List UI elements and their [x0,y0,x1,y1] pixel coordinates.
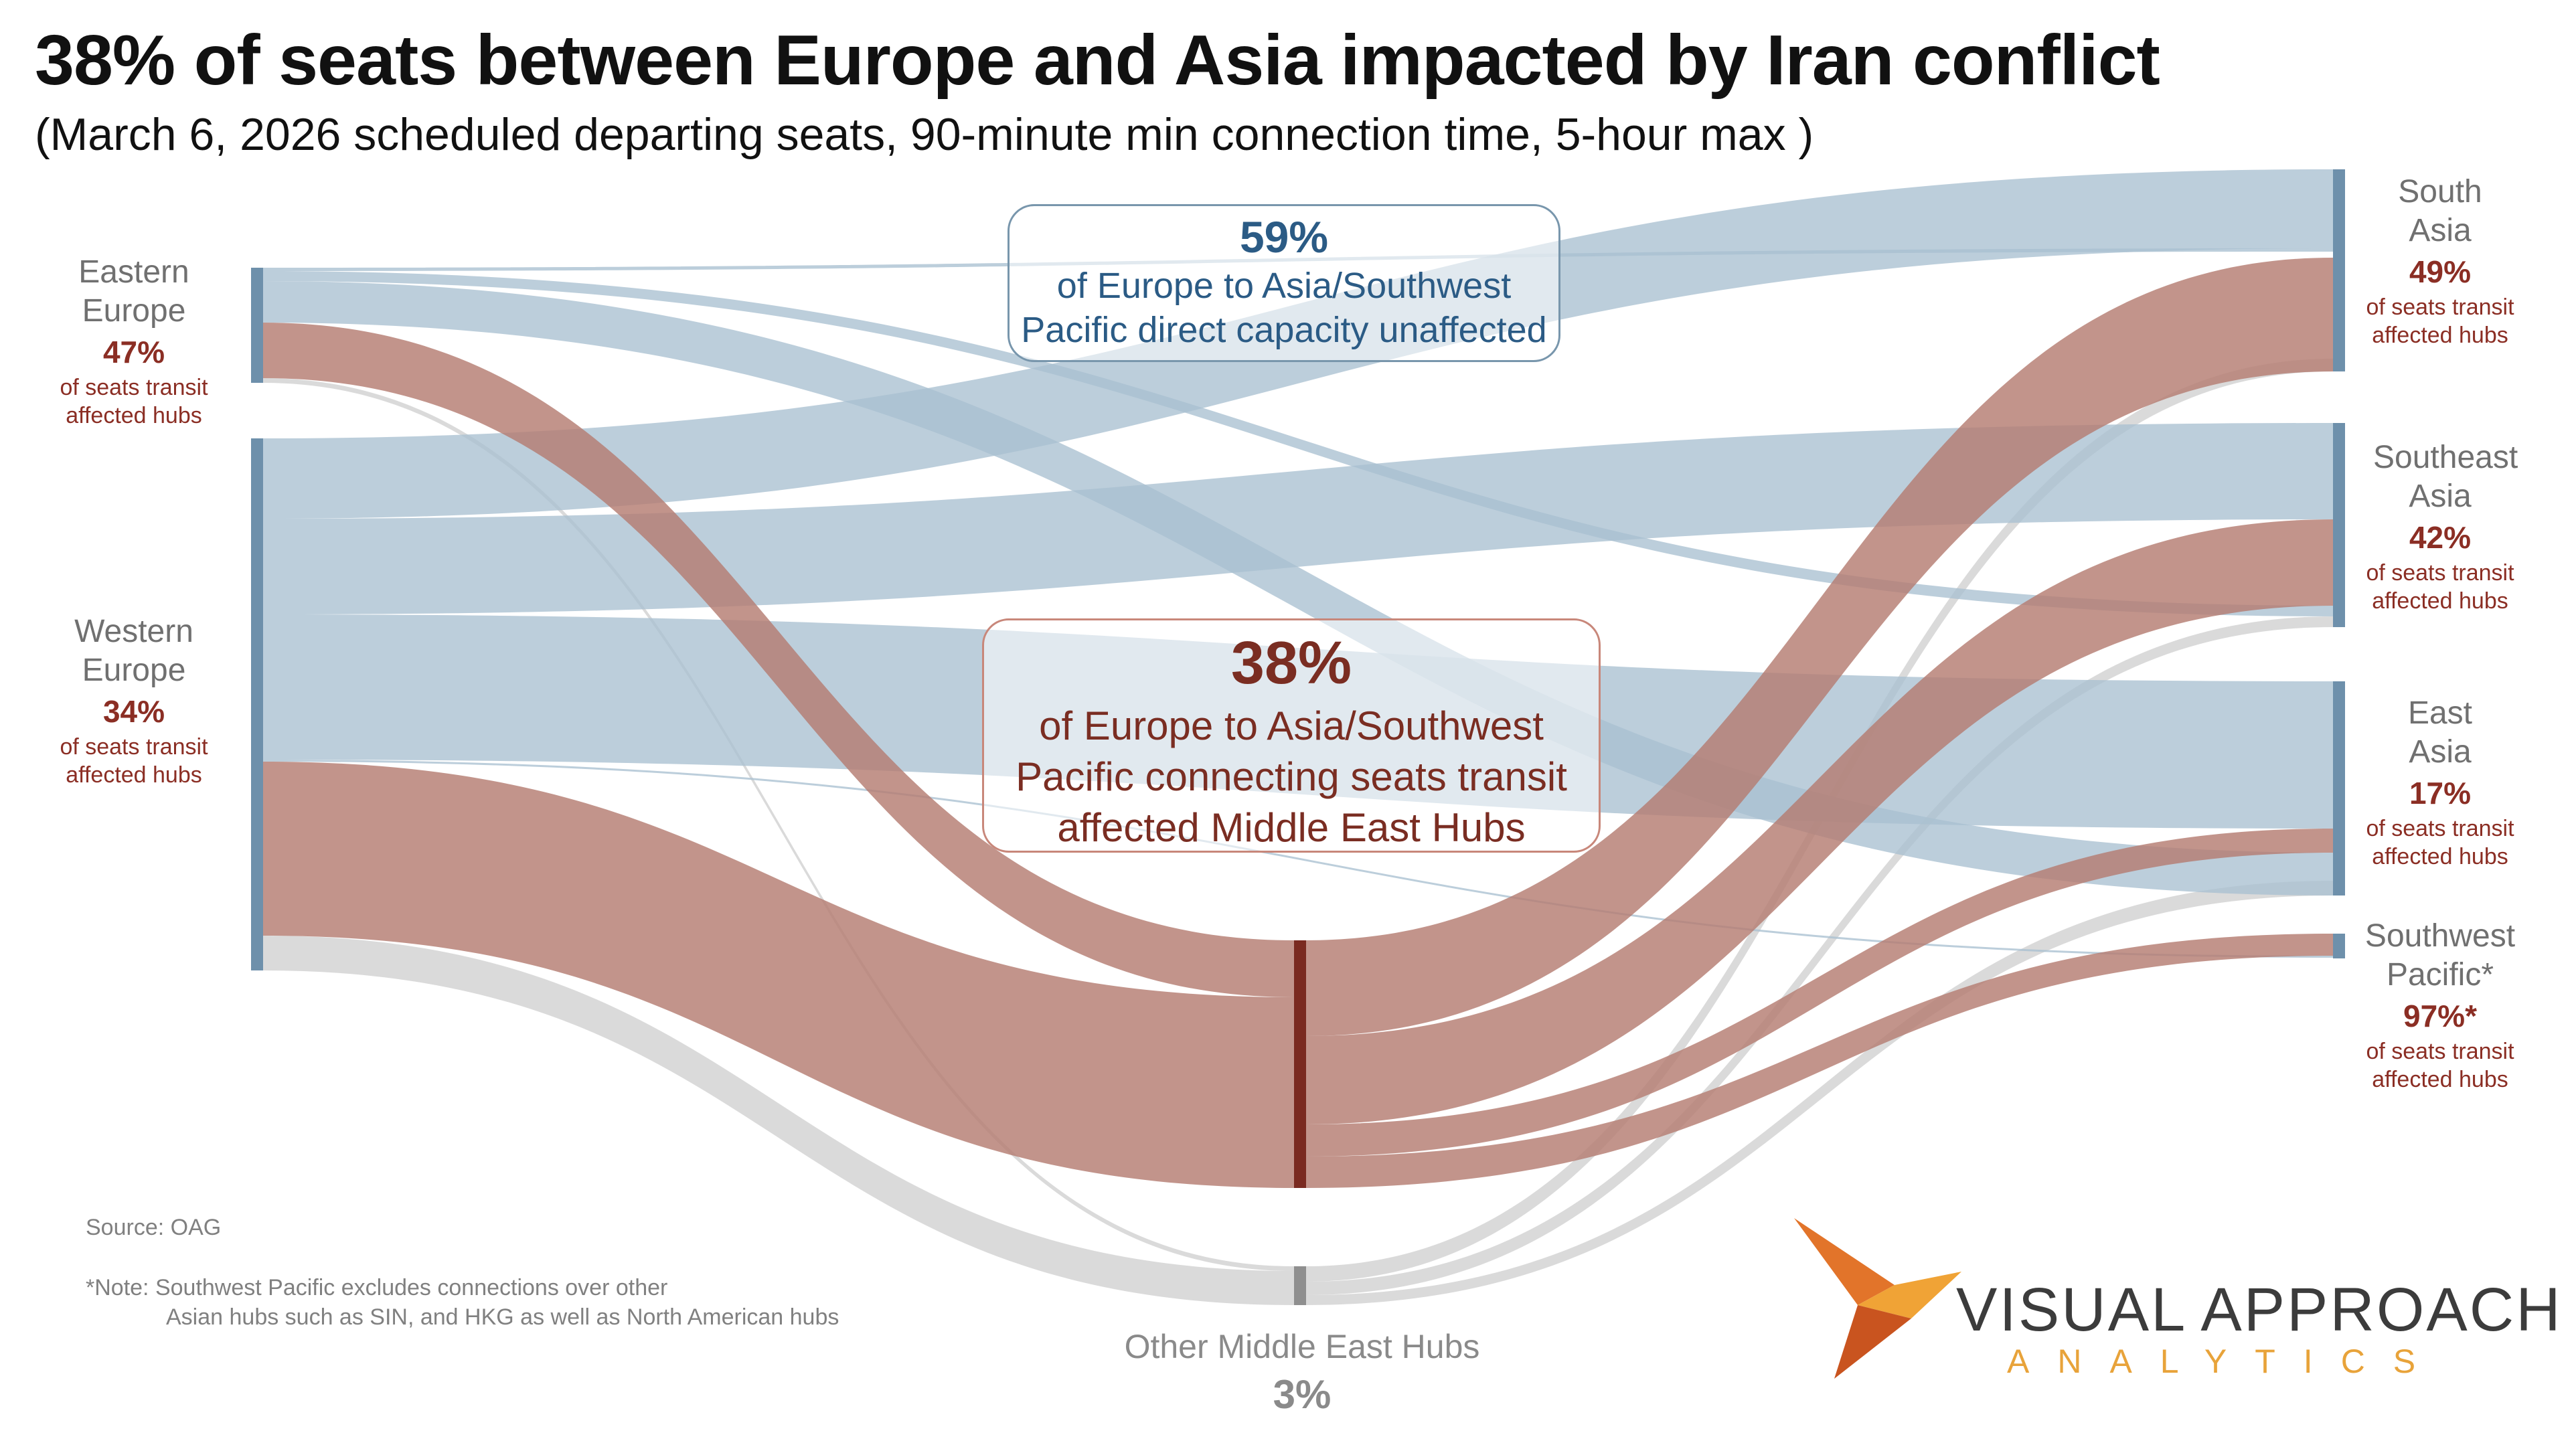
southeast-asia-pct: 42% [2409,520,2472,555]
direct-callout-text: of Europe to Asia/Southwest Pacific dire… [1021,266,1547,350]
south-asia-desc: of seats transit affected hubs [2366,294,2514,348]
southwest-pacific-pct: 97%* [2403,999,2477,1033]
node-southeast-asia [2333,423,2345,627]
southwest-pacific-desc: of seats transit affected hubs [2366,1039,2514,1092]
label-southwest-pacific: Southwest Pacific* 97%* of seats transit… [2353,917,2527,1094]
eastern-europe-name: Eastern Europe [78,254,189,329]
footnote-line-1: *Note: Southwest Pacific excludes connec… [86,1275,668,1300]
visual-approach-logo-icon [1794,1218,1961,1379]
flow-affected-middle-east-hubs-to-south-asia [1306,258,2333,1036]
node-western-europe [251,438,263,970]
eastern-europe-desc: of seats transit affected hubs [60,375,208,428]
south-asia-name: South Asia [2398,174,2482,248]
other-hubs-pct: 3% [1273,1372,1332,1417]
brand-name: VISUAL APPROACH [1956,1276,2563,1344]
southeast-asia-desc: of seats transit affected hubs [2366,560,2514,614]
flow-affected-middle-east-hubs-to-southwest-pacific [1306,934,2333,1188]
label-eastern-europe: Eastern Europe 47% of seats transit affe… [47,253,221,430]
southeast-asia-name: Southeast Asia [2373,440,2518,514]
southwest-pacific-name: Southwest Pacific* [2364,918,2516,993]
flow-western-europe-to-affected-middle-east-hubs [263,762,1294,1188]
flow-other-middle-east-hubs-to-east-asia [1306,881,2333,1305]
label-south-asia: South Asia 49% of seats transit affected… [2353,173,2527,349]
affected-callout-text: of Europe to Asia/Southwest Pacific conn… [1016,703,1567,850]
east-asia-name: East Asia [2407,695,2473,770]
western-europe-name: Western Europe [74,614,193,688]
flow-eastern-europe-to-affected-middle-east-hubs [263,323,1294,997]
node-southwest-pacific [2333,934,2345,958]
label-other-hubs: Other Middle East Hubs 3% [1031,1325,1573,1422]
east-asia-pct: 17% [2409,776,2472,810]
affected-callout-value: 38% [1230,630,1352,697]
affected-seats-callout: 38% of Europe to Asia/Southwest Pacific … [982,618,1601,853]
node-eastern-europe [251,268,263,383]
node-south-asia [2333,169,2345,371]
chart-subtitle: (March 6, 2026 scheduled departing seats… [35,109,1814,160]
node-affected-middle-east-hubs [1294,940,1306,1188]
label-western-europe: Western Europe 34% of seats transit affe… [47,612,221,789]
south-asia-pct: 49% [2409,254,2472,289]
flow-eastern-europe-to-east-asia [263,281,2333,895]
direct-callout-value: 59% [1239,212,1329,262]
flow-eastern-europe-to-southeast-asia [263,271,2333,616]
label-southeast-asia: Southeast Asia 42% of seats transit affe… [2353,438,2527,615]
brand-subtitle: ANALYTICS [2007,1343,2444,1380]
chart-title: 38% of seats between Europe and Asia imp… [35,21,2160,100]
flow-western-europe-to-southeast-asia [263,423,2333,614]
direct-capacity-callout: 59% of Europe to Asia/Southwest Pacific … [1008,204,1560,362]
western-europe-pct: 34% [102,694,165,729]
footnote-line-2: Asian hubs such as SIN, and HKG as well … [166,1304,839,1330]
flow-affected-middle-east-hubs-to-east-asia [1306,829,2333,1157]
east-asia-desc: of seats transit affected hubs [2366,816,2514,869]
footnote: *Note: Southwest Pacific excludes connec… [86,1273,839,1332]
other-hubs-name: Other Middle East Hubs [1124,1328,1480,1365]
eastern-europe-pct: 47% [102,335,165,369]
flow-western-europe-to-southwest-pacific [263,760,2333,958]
western-europe-desc: of seats transit affected hubs [60,734,208,788]
flow-eastern-europe-to-other-middle-east-hubs [263,378,1294,1271]
label-east-asia: East Asia 17% of seats transit affected … [2353,694,2527,871]
flow-western-europe-to-other-middle-east-hubs [263,936,1294,1305]
node-east-asia [2333,681,2345,895]
source-note: Source: OAG [86,1215,222,1240]
node-other-middle-east-hubs [1294,1266,1306,1305]
flow-other-middle-east-hubs-to-southeast-asia [1306,616,2333,1295]
flow-affected-middle-east-hubs-to-southeast-asia [1306,519,2333,1124]
